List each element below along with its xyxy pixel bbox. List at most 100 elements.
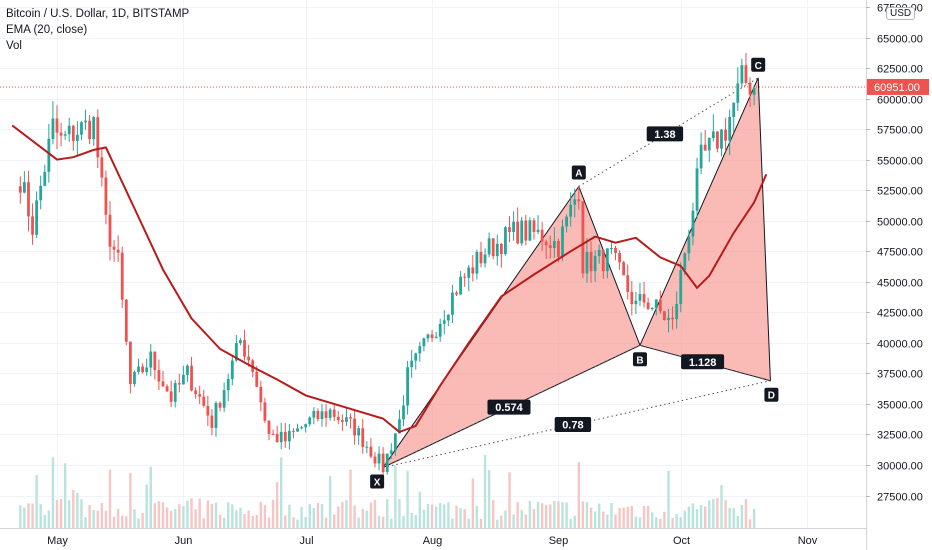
- candle-body: [740, 65, 744, 84]
- volume-bar: [561, 502, 564, 528]
- legend-ema[interactable]: EMA (20, close): [6, 24, 88, 36]
- candle-body: [671, 317, 674, 320]
- candles: [18, 52, 756, 478]
- candle-body: [544, 241, 548, 246]
- candle-body: [748, 82, 752, 95]
- point-label-box: [370, 474, 385, 489]
- volume-bar: [68, 500, 71, 528]
- volume-bar: [390, 518, 393, 528]
- candle-body: [169, 391, 173, 402]
- candle-body: [116, 249, 120, 253]
- candle-body: [206, 405, 210, 416]
- candle-body: [222, 390, 226, 408]
- candle-body: [316, 410, 320, 420]
- currency-badge[interactable]: USD: [886, 7, 916, 20]
- price-axis[interactable]: 67500.0065000.0062500.0060000.0057500.00…: [866, 0, 932, 550]
- volume-bar: [679, 517, 682, 528]
- volume-bar: [724, 500, 727, 528]
- volume-bar: [492, 500, 495, 528]
- volume-bar: [80, 499, 83, 528]
- candle-body: [581, 201, 585, 274]
- candle-body: [634, 300, 638, 305]
- volume-bar: [247, 510, 250, 528]
- candle-body: [683, 253, 687, 271]
- candle-body: [377, 453, 381, 464]
- candle-body: [27, 182, 30, 217]
- volume-bar: [720, 485, 723, 528]
- volume-bar: [292, 517, 295, 528]
- volume-bar: [614, 514, 617, 528]
- candle-body: [638, 294, 642, 301]
- candle-body: [389, 450, 393, 454]
- candle-body: [410, 360, 414, 368]
- candle-body: [610, 248, 613, 250]
- candle-body: [308, 417, 312, 425]
- y-tick-label: 52500.00: [877, 186, 923, 198]
- volume-bar: [251, 515, 254, 528]
- candle-body: [463, 276, 467, 278]
- volume-bar: [422, 509, 426, 528]
- candle-body: [190, 365, 193, 391]
- candle-body: [475, 251, 479, 274]
- volume-bar: [581, 501, 585, 528]
- candle-body: [516, 221, 520, 244]
- volume-bar: [27, 503, 30, 528]
- volume-bar: [471, 478, 475, 528]
- candle-body: [279, 431, 283, 443]
- candle-body: [455, 292, 458, 295]
- volume-bar: [169, 511, 173, 528]
- y-tick-label: 32500.00: [877, 430, 923, 442]
- volume-bar: [447, 502, 450, 528]
- volume-bar: [121, 515, 124, 528]
- candle-body: [145, 367, 149, 373]
- legend: Bitcoin / U.S. Dollar, 1D, BITSTAMP EMA …: [6, 6, 189, 54]
- y-tick-label: 65000.00: [877, 34, 923, 46]
- y-tick-label: 50000.00: [877, 217, 923, 229]
- volume-bar: [402, 515, 405, 528]
- candle-body: [75, 134, 79, 141]
- candle-body: [328, 409, 332, 418]
- candle-body: [296, 428, 299, 432]
- volume-bar: [255, 514, 258, 528]
- candle-body: [520, 220, 524, 244]
- volume-bar: [659, 518, 662, 528]
- legend-symbol[interactable]: Bitcoin / U.S. Dollar, 1D, BITSTAMP: [6, 8, 190, 20]
- candle-body: [630, 291, 634, 305]
- volume-bar: [573, 515, 576, 528]
- candle-body: [667, 317, 670, 321]
- volume-bar: [133, 509, 136, 528]
- volume-bar: [100, 502, 104, 528]
- volume-bar: [699, 504, 703, 528]
- candle-body: [349, 417, 352, 419]
- candle-body: [430, 334, 434, 339]
- volume-bar: [687, 506, 691, 528]
- point-label-A: A: [575, 169, 582, 180]
- legend-vol[interactable]: Vol: [6, 40, 22, 52]
- volume-bar: [712, 498, 715, 528]
- candle-body: [108, 214, 112, 247]
- candle-body: [422, 338, 426, 347]
- volume-bar: [178, 504, 181, 528]
- time-axis[interactable]: May Jun Jul Aug Sep Oct Nov: [0, 528, 866, 548]
- candle-body: [226, 379, 230, 391]
- candle-body: [22, 182, 26, 193]
- volume-bar: [84, 517, 87, 528]
- volume-bar: [426, 503, 430, 528]
- candle-body: [540, 229, 544, 242]
- volume-bar: [540, 503, 544, 528]
- candle-body: [373, 456, 377, 464]
- candle-body: [234, 343, 238, 361]
- candle-body: [120, 252, 124, 300]
- candle-body: [442, 320, 446, 324]
- candle-body: [418, 346, 422, 354]
- candle-body: [71, 125, 75, 141]
- volume-bar: [194, 509, 197, 528]
- last-price-label: 60951.00: [874, 82, 920, 94]
- x-tick-label: Sep: [549, 535, 569, 547]
- volume-bar: [516, 502, 519, 528]
- candle-body: [39, 185, 43, 201]
- volume-bar: [732, 508, 735, 528]
- candle-body: [47, 138, 51, 172]
- volume-bar: [365, 510, 369, 528]
